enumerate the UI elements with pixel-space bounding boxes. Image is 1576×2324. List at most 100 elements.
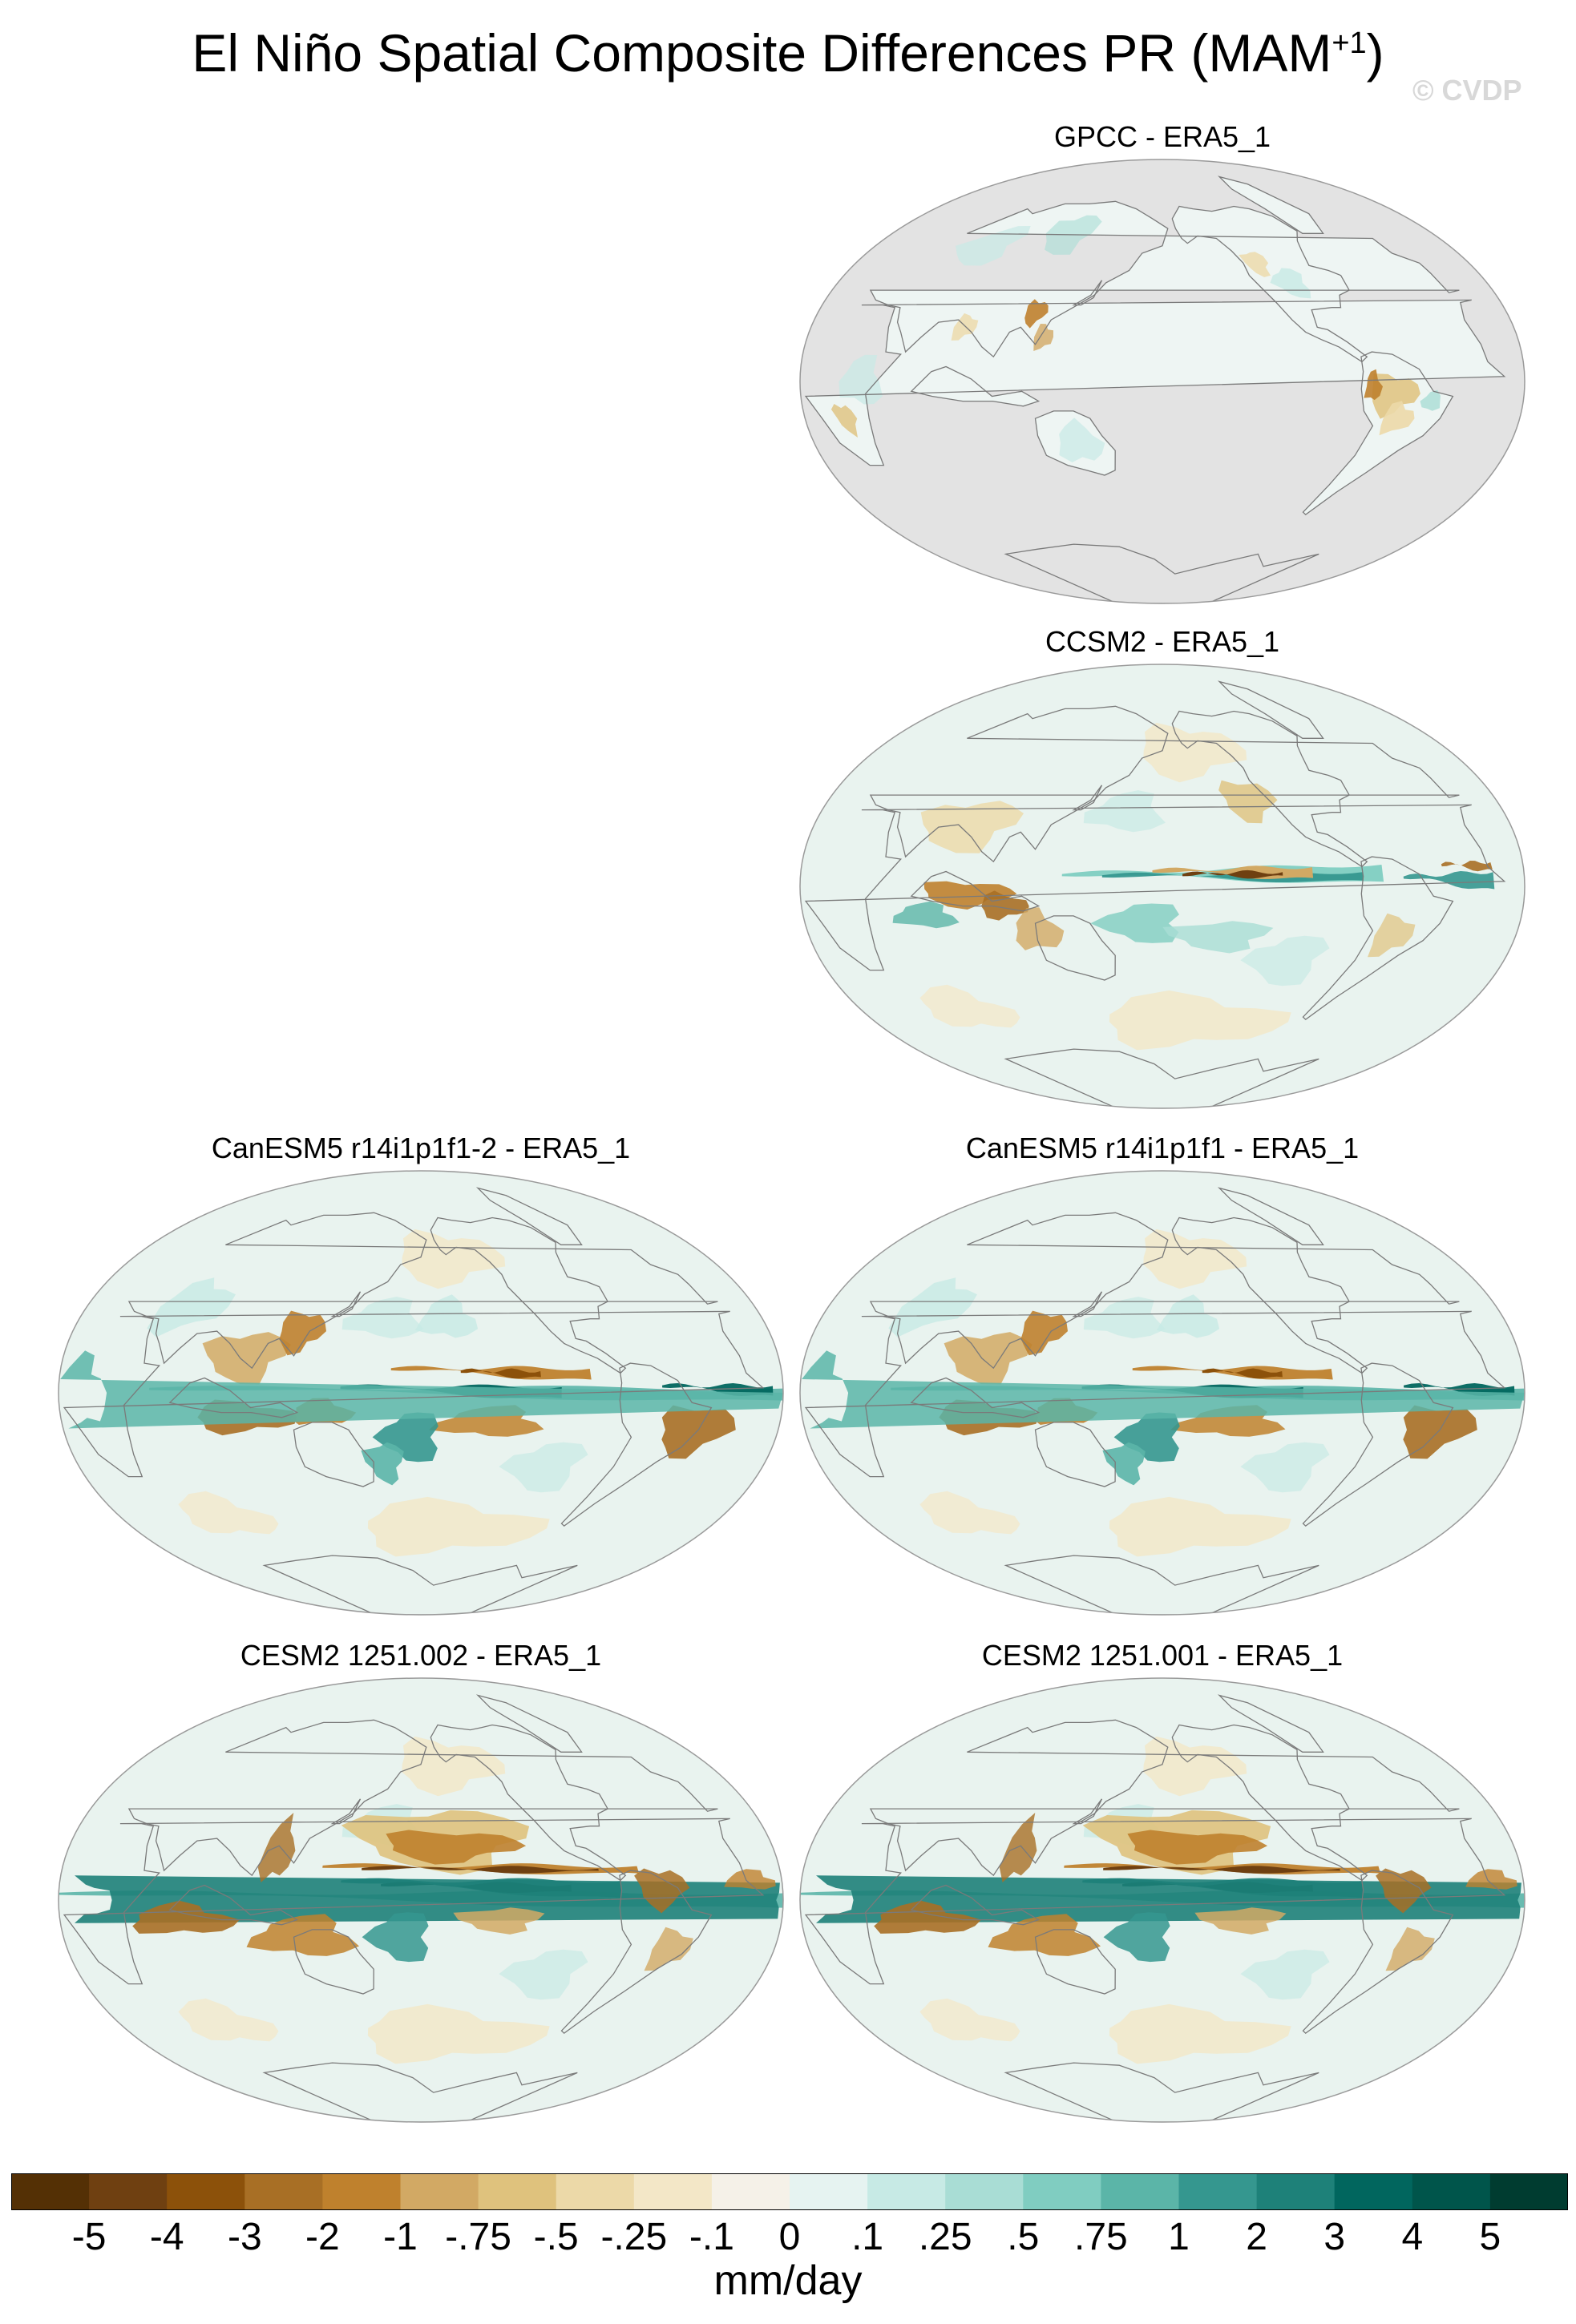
colorbar-tick-label: .75 (1074, 2216, 1128, 2258)
precip-anomaly-shading (816, 1875, 1521, 1923)
precip-anomaly-shading (1372, 373, 1420, 419)
coastlines (63, 1187, 765, 1615)
precip-anomaly-shading (1143, 1736, 1247, 1797)
coastline (1072, 785, 1103, 811)
precip-anomaly-shading (372, 1412, 438, 1463)
precip-anomaly-shading (1162, 921, 1274, 954)
coastline (1171, 710, 1368, 868)
colorbar-tick-label: -.5 (533, 2216, 579, 2258)
colorbar (11, 2173, 1568, 2210)
precip-anomaly-shading (60, 1350, 783, 1429)
colorbar-swatch (167, 2173, 245, 2210)
coastline (293, 1929, 374, 1995)
coastline (1004, 2062, 1319, 2122)
colorbar-swatch (322, 2173, 401, 2210)
coastline (1302, 1870, 1454, 2035)
panel-title: CanESM5 r14i1p1f1 - ERA5_1 (965, 1132, 1360, 1164)
precip-anomaly-shading (402, 1736, 506, 1797)
world-map (799, 1677, 1525, 2123)
colorbar-swatch (400, 2173, 479, 2210)
coastline (475, 1694, 583, 1753)
precip-anomaly-shading (1109, 2003, 1291, 2064)
panel-title: CanESM5 r14i1p1f1-2 - ERA5_1 (211, 1132, 631, 1164)
colorbar-tick-label: -2 (305, 2216, 340, 2258)
coastline (1171, 205, 1368, 363)
coastline (127, 1719, 718, 1877)
colorbar-tick-label: 3 (1323, 2216, 1346, 2258)
colorbar-tick-label: -.25 (600, 2216, 668, 2258)
coastline (330, 1798, 362, 1825)
coastline (262, 1555, 578, 1615)
precip-anomaly-shading (1143, 1229, 1247, 1289)
precip-anomaly-shading (1024, 299, 1049, 329)
precip-anomaly-shading (1368, 913, 1416, 958)
world-map (58, 1170, 784, 1616)
precip-anomaly-shading (341, 1297, 424, 1339)
precip-anomaly-shading (999, 1813, 1037, 1882)
coastline (869, 1212, 1460, 1370)
precip-anomaly-shading (1420, 389, 1441, 411)
precip-anomaly-shading (919, 1998, 1020, 2042)
precip-anomaly-shading (888, 1277, 977, 1338)
colorbar-tick-label: -3 (227, 2216, 262, 2258)
panel-title: CESM2 1251.001 - ERA5_1 (981, 1639, 1344, 1672)
precip-anomaly-shading (75, 1875, 780, 1923)
land-shading (806, 300, 1505, 466)
precip-anomaly-shading (892, 901, 960, 929)
world-map (58, 1677, 784, 2123)
colorbar-swatch (89, 2173, 168, 2210)
precip-anomaly-shading (1240, 1442, 1330, 1493)
precip-anomaly-shading (1059, 418, 1105, 462)
precip-anomaly-shading (874, 1900, 981, 1934)
precip-anomaly-shading (1143, 722, 1247, 783)
colorbar-tick-label: -4 (149, 2216, 184, 2258)
precip-anomaly-shading (956, 226, 1031, 266)
colorbar-tick-label: .1 (851, 2216, 884, 2258)
precip-anomaly-shading (178, 1491, 279, 1535)
coastline (1217, 176, 1324, 234)
coastline (475, 1187, 583, 1245)
precip-anomaly-shading (919, 984, 1020, 1028)
precip-anomaly-shading (453, 1907, 545, 1935)
precip-anomaly-shading (981, 890, 1029, 921)
colorbar-labels: -5 -4 -3 -2 -1 -.75 -.5 -.25 -.1 0 .1 .25 .5 .75 1 2 3 4 5 (0, 2215, 1576, 2263)
precip-anomaly-shading (1103, 1866, 1340, 1874)
precip-anomaly-shading (1465, 1869, 1517, 1890)
precip-anomaly-shading (390, 1366, 592, 1380)
precip-anomaly-shading (1103, 1912, 1170, 1963)
precip-anomaly-shading (920, 801, 1024, 853)
precip-anomaly-shading (1385, 1927, 1435, 1971)
coastline (804, 1818, 1506, 1985)
coastline (804, 299, 1506, 466)
precip-anomaly-shading (202, 1332, 291, 1385)
coastline (1004, 1555, 1319, 1615)
coastline (330, 1291, 362, 1317)
precip-anomaly-shading (362, 1866, 599, 1874)
coastline (63, 1310, 765, 1478)
precip-anomaly-shading (1102, 1442, 1146, 1486)
coastline (1217, 680, 1324, 739)
precip-anomaly-shading (367, 2003, 550, 2064)
coastline (1072, 1291, 1103, 1317)
panel-title: GPCC - ERA5_1 (1053, 120, 1271, 153)
coastline (910, 1884, 1041, 1926)
precip-anomaly-shading (1090, 903, 1179, 943)
precip-anomaly-shading (944, 1332, 1032, 1385)
colorbar-tick-label: -.75 (445, 2216, 511, 2258)
colorbar-tick-label: 4 (1401, 2216, 1424, 2258)
precip-anomaly-shading (1218, 780, 1278, 824)
precip-anomaly-shading (724, 1869, 776, 1890)
coastlines (63, 1694, 765, 2122)
coastline (1072, 280, 1103, 306)
land-shading (911, 366, 1039, 406)
coastline (1072, 1798, 1103, 1825)
panel-title: CCSM2 - ERA5_1 (1045, 625, 1280, 658)
precip-anomaly-shading (178, 1998, 279, 2042)
precip-anomaly-shading (1016, 907, 1065, 950)
coastline (1004, 543, 1319, 603)
precip-anomaly-shading (132, 1900, 240, 1934)
precip-anomaly-shading (1240, 1949, 1330, 2000)
precip-anomaly-shading (257, 1813, 296, 1882)
colorbar-tick-label: 1 (1168, 2216, 1190, 2258)
coastline (127, 1212, 718, 1370)
